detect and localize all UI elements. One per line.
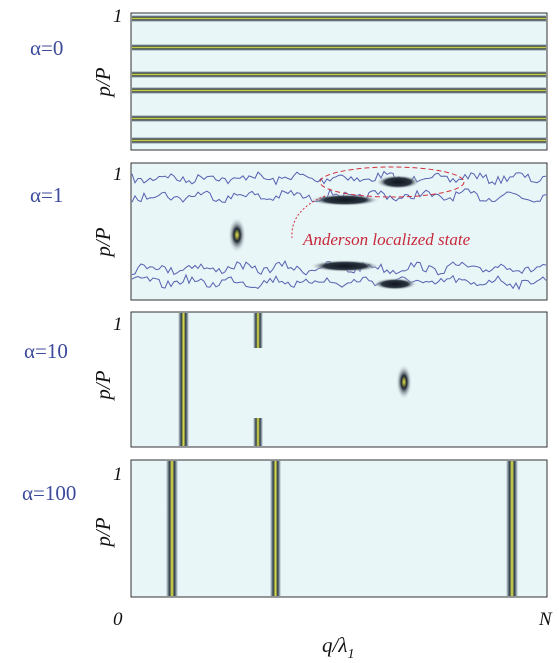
y-label: p/P (91, 370, 115, 401)
alpha-label: α=10 (24, 339, 68, 363)
annotation: Anderson localized state (302, 230, 471, 249)
panel: α=10 1 p/P (24, 311, 548, 448)
panel-frame (130, 162, 548, 301)
stripe (132, 15, 546, 22)
tick-label: 1 (113, 164, 123, 185)
state-blob (310, 194, 380, 206)
stripe (132, 87, 546, 94)
stripe (132, 44, 546, 51)
tick-label: 1 (113, 6, 123, 27)
y-label: p/P (91, 227, 115, 258)
stripe (253, 313, 263, 348)
stripe (132, 115, 546, 122)
alpha-label: α=0 (30, 36, 63, 60)
panel-frame (130, 459, 548, 598)
localized-state (228, 217, 246, 253)
localized-state (396, 364, 412, 400)
annotation-pointer (291, 195, 326, 239)
y-label: p/P (91, 67, 115, 98)
y-label: p/P (91, 517, 115, 548)
panel: Anderson localized state α=1 1 p/P (30, 162, 548, 301)
panel: α=100 1 p/P (22, 459, 548, 598)
alpha-label: α=100 (22, 481, 76, 505)
tick-label: 1 (113, 464, 123, 485)
highlight-ellipse (319, 166, 465, 198)
alpha-label: α=1 (30, 183, 63, 207)
x-start-label: 0 (113, 609, 123, 630)
wave-line (131, 273, 547, 291)
state-blob (376, 175, 420, 189)
stripe (506, 461, 518, 596)
wave-line (131, 170, 547, 186)
stripe (132, 137, 546, 144)
stripe (270, 461, 281, 596)
tick-label: 1 (113, 314, 123, 335)
stripe (132, 71, 546, 78)
x-label-sub: 1 (347, 647, 354, 662)
panel-frame (130, 12, 548, 151)
x-label: q/λ1 (322, 633, 354, 662)
stripes (132, 15, 546, 144)
stripe (253, 418, 263, 446)
state-blob (310, 260, 380, 272)
x-label-main: q/λ (322, 633, 347, 657)
stripe (166, 461, 178, 596)
panel: α=0 1 p/P (30, 6, 548, 151)
stripe (178, 313, 189, 446)
state-blob (373, 278, 417, 290)
x-end-label: N (538, 609, 553, 630)
panel-frame (130, 311, 548, 448)
